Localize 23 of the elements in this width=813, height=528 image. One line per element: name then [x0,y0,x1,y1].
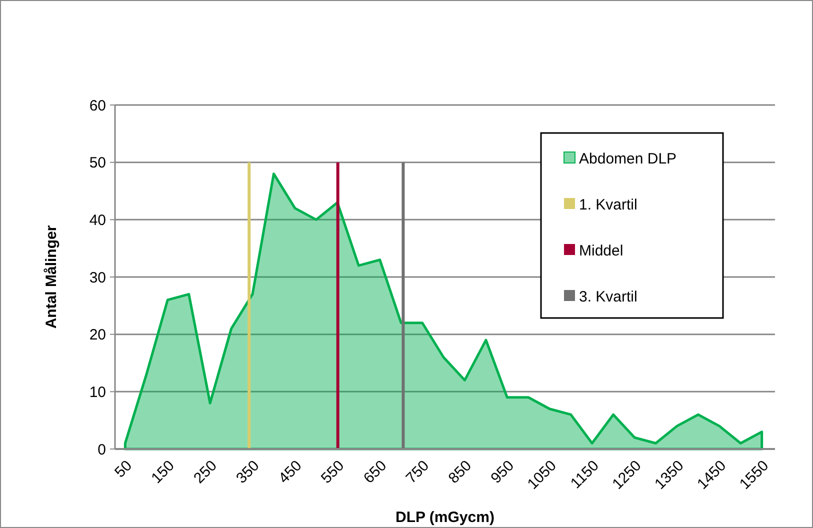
x-tick-label: 750 [402,457,433,487]
legend-label: 3. Kvartil [579,288,638,306]
x-axis-title: DLP (mGycm) [396,509,494,526]
x-tick-label: 850 [445,457,475,487]
y-tick-label: 30 [89,269,106,286]
x-tick-label: 150 [148,457,178,487]
y-tick-label: 40 [89,212,106,229]
y-tick-label: 50 [89,154,106,172]
y-tick-label: 0 [98,441,106,458]
y-tick-label: 10 [89,384,106,401]
y-tick-label: 60 [89,97,106,114]
legend-label: Middel [579,242,624,260]
legend-label: 1. Kvartil [579,196,638,214]
y-axis-title: Antal Målinger [43,225,60,329]
x-tick-label: 250 [190,457,220,487]
x-tick-label: 350 [233,457,263,487]
x-tick-label: 650 [360,457,390,487]
x-tick-label: 450 [275,457,306,487]
x-tick-label: 550 [318,457,348,487]
y-tick-label: 20 [89,326,106,344]
x-tick-label: 50 [112,457,136,482]
legend-label: Abdomen DLP [579,150,677,168]
x-tick-label: 950 [488,457,518,487]
